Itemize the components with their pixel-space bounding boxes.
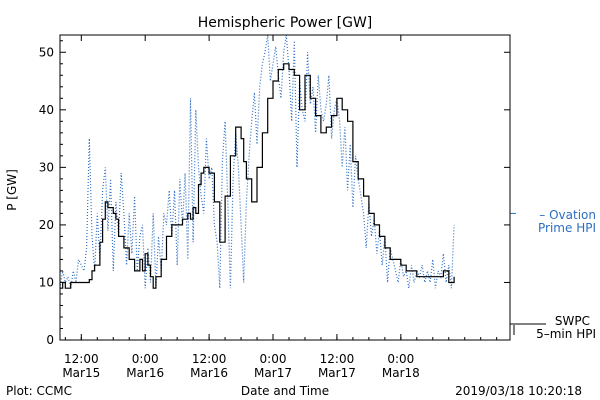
series-lines [59, 34, 455, 289]
y-tick-label: 50 [39, 45, 54, 59]
chart-title: Hemispheric Power [GW] [198, 15, 373, 31]
x-tick-time: 12:00 [320, 352, 355, 366]
y-tick-label: 30 [39, 160, 54, 174]
plot-frame [59, 34, 511, 341]
ovation-legend-label: – Ovation [539, 208, 596, 222]
swpc-legend-label: 5–min HPI [536, 327, 596, 341]
ovation-legend-label: Prime HPI [538, 221, 596, 235]
x-tick-date: Mar18 [382, 366, 420, 380]
y-axis-label: P [GW] [5, 169, 19, 211]
y-tick-label: 0 [46, 333, 54, 347]
y-tick-label: 10 [39, 275, 54, 289]
x-tick-time: 12:00 [64, 352, 99, 366]
plot-timestamp: 2019/03/18 10:20:18 [455, 384, 582, 398]
plot-credit: Plot: CCMC [6, 384, 72, 398]
x-tick-date: Mar17 [318, 366, 356, 380]
swpc-series [60, 63, 455, 289]
x-tick-date: Mar15 [62, 366, 100, 380]
x-tick-time: 12:00 [192, 352, 227, 366]
x-tick-time: 0:00 [132, 352, 159, 366]
swpc-legend-label: SWPC [555, 314, 590, 328]
x-tick-date: Mar16 [126, 366, 164, 380]
x-axis-label: Date and Time [241, 384, 329, 398]
y-tick-label: 20 [39, 218, 54, 232]
x-tick-time: 0:00 [260, 352, 287, 366]
ovation-prime-series [59, 34, 455, 289]
x-tick-time: 0:00 [387, 352, 414, 366]
y-tick-label: 40 [39, 103, 54, 117]
y-axis-ticks: 0 10 20 30 40 50 [39, 40, 510, 347]
x-tick-date: Mar16 [190, 366, 228, 380]
x-tick-date: Mar17 [254, 366, 292, 380]
x-axis-ticks: 12:00Mar150:00Mar1612:00Mar160:00Mar1712… [62, 35, 498, 380]
